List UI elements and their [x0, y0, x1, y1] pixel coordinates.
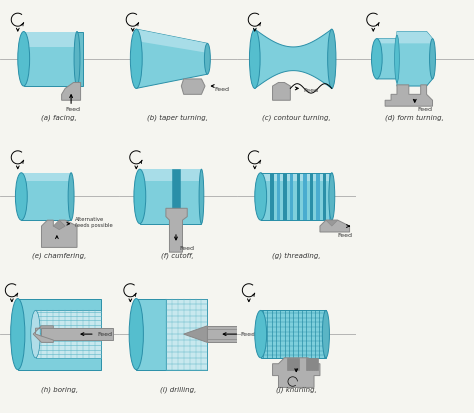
Text: Feed: Feed	[337, 233, 353, 238]
Ellipse shape	[372, 39, 382, 79]
Ellipse shape	[11, 299, 25, 370]
Text: Feed: Feed	[303, 88, 319, 93]
Ellipse shape	[130, 29, 142, 88]
Polygon shape	[140, 169, 201, 224]
Polygon shape	[53, 220, 65, 230]
Polygon shape	[297, 173, 300, 220]
Ellipse shape	[322, 311, 329, 358]
Polygon shape	[277, 173, 280, 220]
Polygon shape	[287, 358, 299, 370]
Polygon shape	[283, 173, 287, 220]
Ellipse shape	[204, 43, 210, 74]
Text: Feed: Feed	[179, 246, 194, 251]
Polygon shape	[42, 220, 77, 247]
Text: (j) knurling,: (j) knurling,	[276, 387, 317, 393]
Polygon shape	[377, 31, 432, 43]
Text: (c) contour turning,: (c) contour turning,	[262, 115, 331, 121]
Ellipse shape	[18, 31, 29, 86]
Polygon shape	[273, 358, 320, 387]
Polygon shape	[261, 173, 332, 220]
Polygon shape	[24, 31, 77, 47]
Ellipse shape	[255, 311, 266, 358]
Polygon shape	[261, 311, 326, 358]
Text: Feed: Feed	[417, 107, 432, 112]
Text: Alternative
feeds possible: Alternative feeds possible	[75, 218, 112, 228]
Polygon shape	[137, 29, 207, 53]
Polygon shape	[326, 220, 337, 226]
Text: Feed: Feed	[97, 332, 112, 337]
Polygon shape	[137, 299, 207, 370]
Ellipse shape	[129, 299, 143, 370]
Polygon shape	[207, 326, 243, 342]
Ellipse shape	[74, 31, 80, 86]
Text: (e) chamfering,: (e) chamfering,	[32, 252, 86, 259]
Ellipse shape	[199, 169, 204, 224]
Text: (f) cutoff,: (f) cutoff,	[161, 252, 194, 259]
Text: Feed: Feed	[214, 87, 229, 92]
Ellipse shape	[249, 29, 260, 88]
Polygon shape	[24, 31, 77, 86]
Polygon shape	[320, 220, 350, 232]
Polygon shape	[290, 173, 293, 220]
Polygon shape	[385, 85, 432, 106]
Polygon shape	[255, 29, 332, 88]
Text: (d) form turning,: (d) form turning,	[385, 115, 444, 121]
Text: (b) taper turning,: (b) taper turning,	[147, 115, 208, 121]
Polygon shape	[306, 358, 318, 370]
Polygon shape	[303, 173, 307, 220]
Ellipse shape	[15, 173, 27, 220]
Polygon shape	[273, 83, 290, 100]
Polygon shape	[77, 31, 83, 86]
Polygon shape	[42, 328, 113, 340]
Ellipse shape	[394, 35, 399, 83]
Text: (g) threading,: (g) threading,	[272, 252, 320, 259]
Polygon shape	[18, 299, 100, 370]
Text: (i) drilling,: (i) drilling,	[160, 387, 196, 393]
Polygon shape	[36, 311, 100, 358]
Polygon shape	[172, 169, 180, 224]
Polygon shape	[21, 173, 71, 181]
Polygon shape	[140, 169, 201, 181]
Polygon shape	[166, 208, 187, 252]
Text: (a) facing,: (a) facing,	[41, 115, 77, 121]
Polygon shape	[316, 173, 320, 220]
Polygon shape	[323, 173, 327, 220]
Ellipse shape	[429, 39, 436, 79]
Polygon shape	[166, 299, 207, 370]
Polygon shape	[21, 173, 71, 220]
Polygon shape	[137, 29, 207, 88]
Polygon shape	[310, 173, 313, 220]
Polygon shape	[329, 173, 333, 220]
Ellipse shape	[68, 173, 74, 220]
Ellipse shape	[255, 173, 266, 220]
Polygon shape	[377, 31, 432, 86]
Polygon shape	[184, 326, 207, 342]
Ellipse shape	[31, 311, 40, 358]
Polygon shape	[33, 326, 53, 342]
Text: (h) boring,: (h) boring,	[41, 387, 78, 393]
Polygon shape	[270, 173, 274, 220]
Text: Feed: Feed	[65, 107, 80, 112]
Ellipse shape	[134, 169, 146, 224]
Polygon shape	[62, 83, 81, 100]
Ellipse shape	[329, 173, 335, 220]
Ellipse shape	[328, 29, 336, 88]
Polygon shape	[181, 79, 205, 94]
Polygon shape	[261, 173, 332, 181]
Text: Feed: Feed	[240, 332, 255, 337]
